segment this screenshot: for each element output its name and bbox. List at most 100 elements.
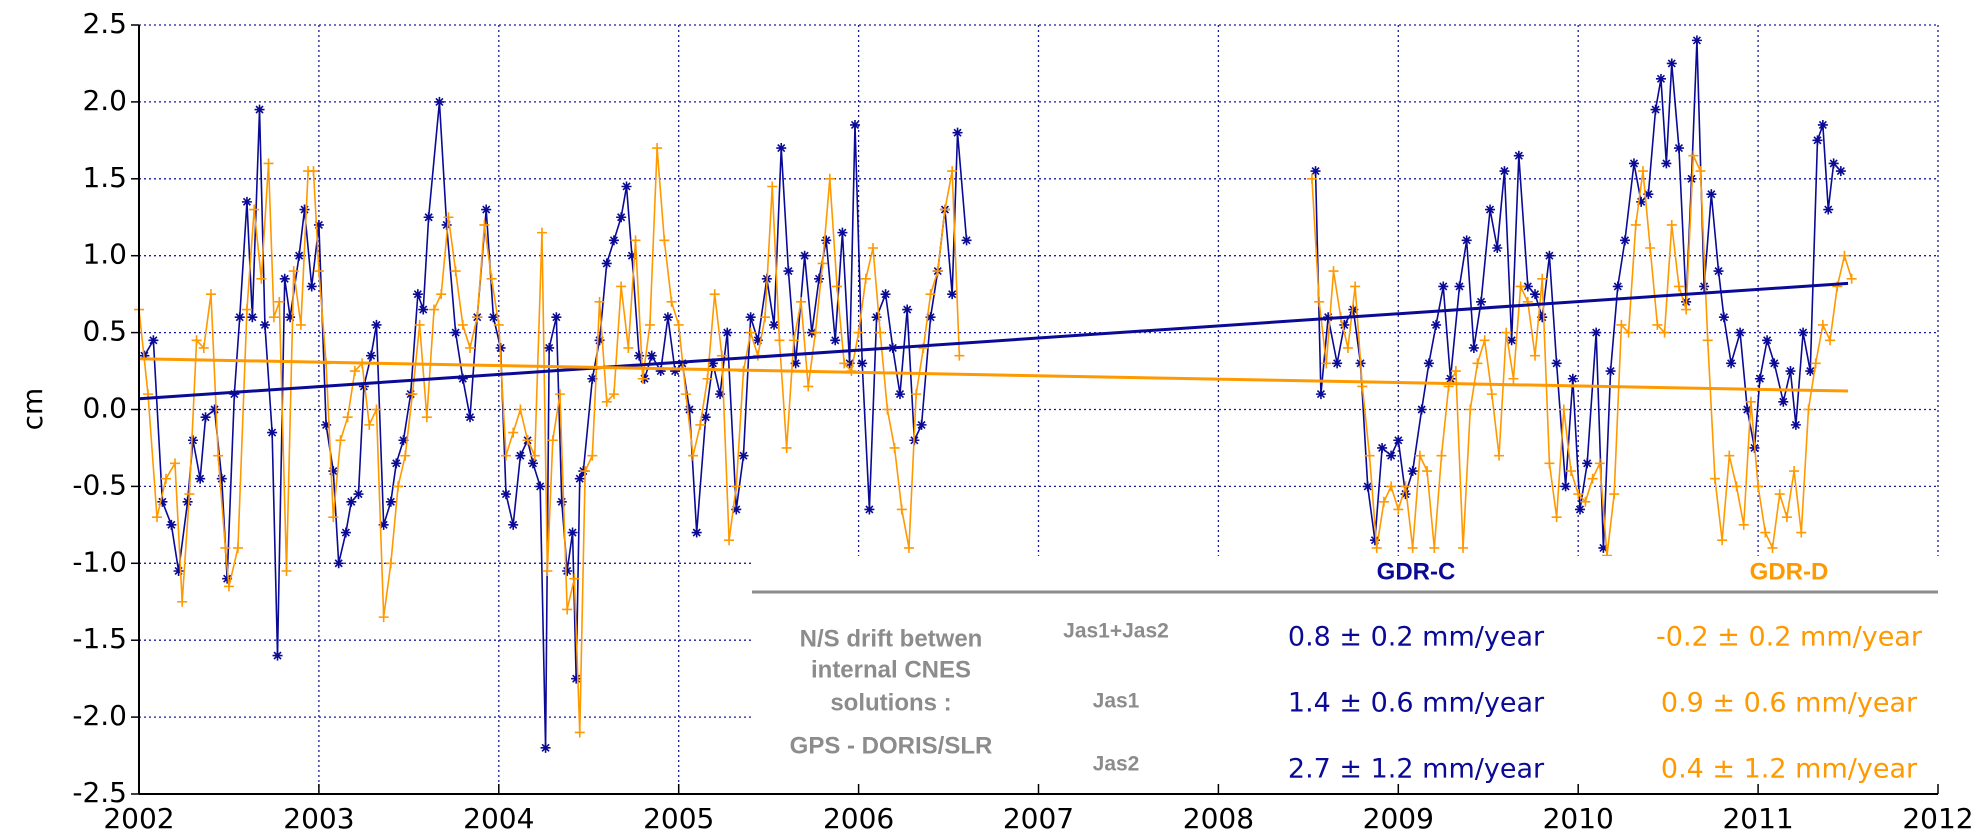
point <box>1369 535 1380 546</box>
trend-line <box>138 357 1849 393</box>
point <box>1630 219 1641 230</box>
point <box>1789 466 1800 477</box>
point <box>1688 150 1699 161</box>
point <box>830 335 841 346</box>
point <box>556 496 567 507</box>
point <box>1673 143 1684 154</box>
point <box>182 496 193 507</box>
point <box>418 304 429 315</box>
point <box>1438 281 1449 292</box>
point <box>241 196 252 207</box>
y-tick-label: -2.5 <box>72 776 127 809</box>
point <box>536 227 547 238</box>
point <box>1769 358 1780 369</box>
point <box>587 450 598 461</box>
point <box>882 404 893 415</box>
point <box>551 312 562 323</box>
point <box>1706 189 1717 200</box>
point <box>1823 204 1834 215</box>
drift-value: 0.9 ± 0.6 mm/year <box>1661 688 1918 719</box>
point <box>1537 312 1548 323</box>
point <box>1702 335 1713 346</box>
y-tick-label: -1.5 <box>72 622 127 655</box>
point <box>1310 166 1321 177</box>
point <box>837 227 848 238</box>
point <box>1681 304 1692 315</box>
point <box>630 235 641 246</box>
point <box>925 289 936 300</box>
point <box>1371 542 1382 553</box>
point <box>1567 373 1578 384</box>
point <box>1566 466 1576 477</box>
point <box>688 450 699 461</box>
point <box>652 143 663 154</box>
point <box>500 489 511 500</box>
table-caption: internal CNES <box>811 656 971 683</box>
point <box>902 304 913 315</box>
point <box>400 450 411 461</box>
point <box>608 235 619 246</box>
point <box>810 327 821 338</box>
point <box>267 427 278 438</box>
point <box>788 335 799 346</box>
x-tick-label: 2012 <box>1902 802 1973 835</box>
point <box>434 96 445 107</box>
point <box>547 435 558 446</box>
point <box>281 565 292 576</box>
y-tick-label: -1.0 <box>72 545 127 578</box>
point <box>571 673 582 684</box>
point <box>1643 189 1654 200</box>
point <box>709 289 720 300</box>
point <box>774 335 785 346</box>
point <box>850 119 861 130</box>
point <box>378 519 389 530</box>
point <box>814 273 825 284</box>
point <box>540 742 551 753</box>
point <box>1431 319 1442 330</box>
point <box>342 412 353 423</box>
y-tick-label: -0.5 <box>72 468 127 501</box>
point <box>366 350 377 361</box>
point <box>294 250 305 261</box>
point <box>450 266 461 277</box>
point <box>177 596 188 607</box>
point <box>1315 389 1326 400</box>
drift-value: -0.2 ± 0.2 mm/year <box>1656 622 1923 653</box>
point <box>328 466 339 477</box>
point <box>295 319 306 330</box>
point <box>353 489 364 500</box>
point <box>385 558 396 569</box>
x-tick-label: 2003 <box>283 802 354 835</box>
point <box>880 289 891 300</box>
point <box>1450 366 1461 377</box>
point <box>844 358 855 369</box>
point <box>569 573 580 584</box>
point <box>205 289 216 300</box>
point <box>799 250 810 261</box>
point <box>1587 473 1598 484</box>
point <box>268 312 279 323</box>
point <box>223 581 234 592</box>
point <box>1560 481 1571 492</box>
point <box>574 727 585 738</box>
point <box>508 427 519 438</box>
point <box>738 450 749 461</box>
point <box>580 466 591 477</box>
point <box>1717 535 1728 546</box>
point <box>335 435 346 446</box>
point <box>1479 335 1490 346</box>
point <box>1605 366 1616 377</box>
point <box>254 104 265 115</box>
y-tick-label: 0.0 <box>82 392 127 425</box>
point <box>321 419 332 430</box>
point <box>472 312 483 323</box>
point <box>594 296 605 307</box>
point <box>1817 119 1828 130</box>
point <box>173 565 184 576</box>
point <box>285 312 296 323</box>
point <box>1422 466 1433 477</box>
point <box>1812 135 1823 146</box>
point <box>1522 281 1533 292</box>
point <box>911 389 922 400</box>
point <box>745 312 756 323</box>
